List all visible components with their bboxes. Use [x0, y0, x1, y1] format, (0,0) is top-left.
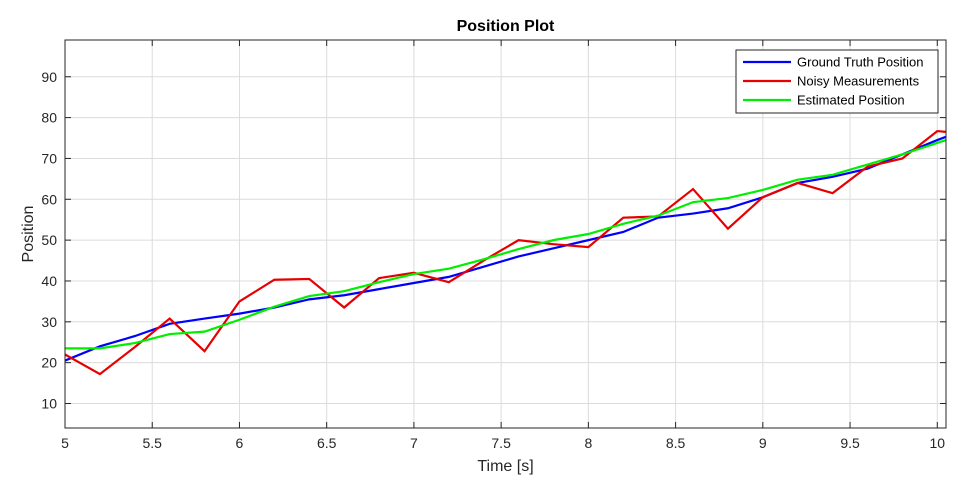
y-tick-label: 70 [41, 150, 57, 166]
y-tick-label: 10 [41, 395, 57, 411]
chart-title: Position Plot [457, 18, 555, 35]
x-tick-label: 6.5 [317, 435, 337, 451]
axis-ticks: 5 5.5 6 6.5 7 7.5 8 8.5 9 9.5 10 10 20 30 40 50 60 70 80 90 [41, 40, 946, 451]
y-tick-label: 90 [41, 69, 57, 85]
series-lines [65, 129, 946, 376]
x-tick-label: 6 [236, 435, 244, 451]
axes-frame [64, 39, 947, 429]
y-tick-label: 50 [41, 232, 57, 248]
x-tick-label: 8.5 [666, 435, 686, 451]
y-tick-label: 20 [41, 355, 57, 371]
x-axis-label: Time [s] [477, 458, 533, 475]
legend: Ground Truth Position Noisy Measurements E… [735, 49, 939, 114]
legend-entry: Estimated Position [797, 93, 905, 108]
x-tick-label: 5 [61, 435, 69, 451]
x-tick-label: 8 [584, 435, 592, 451]
series-line-noisy-measurements [65, 129, 946, 376]
x-tick-label: 10 [929, 435, 945, 451]
x-tick-label: 9 [759, 435, 767, 451]
y-tick-label: 40 [41, 273, 57, 289]
y-tick-label: 60 [41, 191, 57, 207]
y-tick-label: 30 [41, 314, 57, 330]
y-axis-label: Position [20, 206, 37, 263]
y-tick-label: 80 [41, 110, 57, 126]
series-line-ground-truth-position [65, 135, 946, 362]
series-line-estimated-position [65, 139, 946, 350]
legend-entry: Noisy Measurements [797, 74, 920, 89]
x-tick-label: 5.5 [142, 435, 162, 451]
x-tick-label: 9.5 [840, 435, 860, 451]
x-tick-label: 7.5 [491, 435, 511, 451]
legend-entry: Ground Truth Position [797, 55, 923, 70]
x-tick-label: 7 [410, 435, 418, 451]
